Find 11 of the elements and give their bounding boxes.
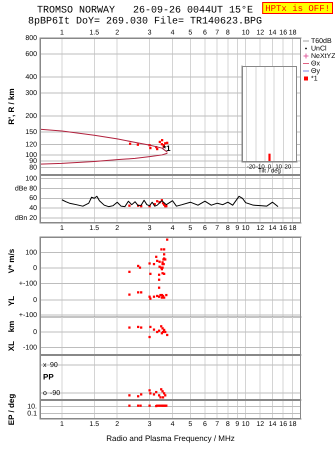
text: HPTx is OFF! bbox=[265, 4, 330, 14]
y-axis-title: V* m/s bbox=[7, 248, 16, 274]
chart-subtitle: 8pBP6It DoY= 269.030 File= TR140623.BPG bbox=[28, 16, 262, 28]
y-axis-title: R', R / km bbox=[7, 88, 16, 125]
y-axis-title: YL bbox=[7, 296, 16, 306]
y-axis-title: EP / deg bbox=[7, 394, 16, 426]
y-axis-title: PP bbox=[43, 372, 54, 382]
annotation: *1 bbox=[163, 144, 172, 153]
y-axis-title: XL km bbox=[7, 320, 16, 352]
x-axis-title: Radio and Plasma Frequency / MHz bbox=[106, 434, 235, 444]
chart-title: TROMSO NORWAY 26-09-26 0044UT 15°E bbox=[36, 6, 254, 17]
